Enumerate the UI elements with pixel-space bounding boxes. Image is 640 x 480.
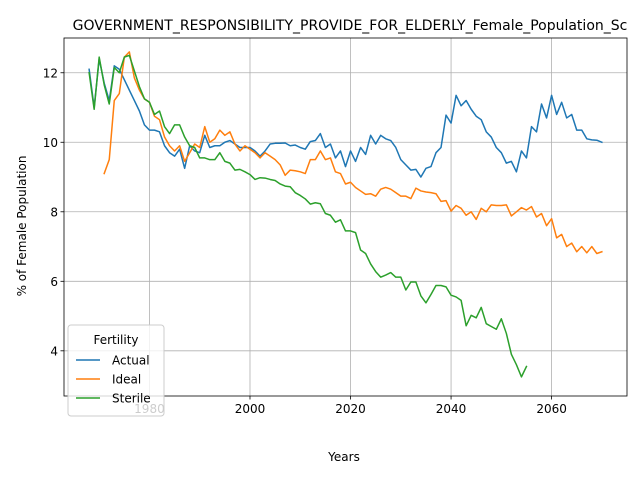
grid (64, 38, 627, 396)
y-tick-label: 4 (50, 344, 58, 358)
y-tick-label: 8 (50, 205, 58, 219)
chart-title: GOVERNMENT_RESPONSIBILITY_PROVIDE_FOR_EL… (73, 18, 628, 34)
y-tick-label: 10 (43, 136, 58, 150)
x-axis-label: Years (327, 450, 360, 464)
legend-box (67, 324, 165, 417)
y-tick-label: 12 (43, 66, 58, 80)
x-tick-label: 2040 (436, 402, 467, 416)
y-tick-label: 6 (50, 275, 58, 289)
x-tick-label: 2060 (536, 402, 567, 416)
legend-items: Actual Ideal Sterile (76, 354, 151, 406)
x-tick-label: 2000 (235, 402, 266, 416)
y-axis-ticks: 4 6 8 10 12 (43, 66, 64, 358)
legend-label-sterile: Sterile (112, 392, 151, 406)
series-line-sterile (88, 54, 528, 378)
plot-area-frame (63, 37, 628, 397)
x-axis-ticks: 19802000202020402060 (134, 396, 567, 416)
x-tick-label: 2020 (335, 402, 366, 416)
legend-label-ideal: Ideal (112, 373, 141, 387)
legend-label-actual: Actual (112, 354, 150, 368)
series-line-actual (88, 58, 603, 178)
series-layer (88, 51, 603, 378)
series-line-ideal (103, 51, 603, 255)
legend: Fertility Actual Ideal Sterile (67, 324, 165, 417)
y-axis-label: % of Female Population (15, 156, 29, 297)
legend-title: Fertility (93, 333, 138, 347)
